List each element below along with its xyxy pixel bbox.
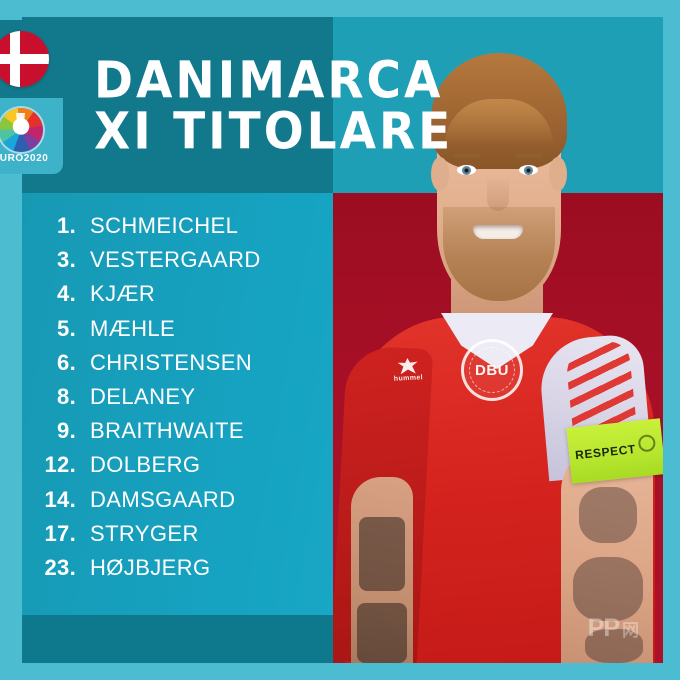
player-number: 4. (57, 281, 76, 307)
denmark-flag-icon (0, 31, 49, 87)
list-item: 23. HØJBJERG (22, 555, 322, 589)
player-number: 6. (57, 349, 76, 375)
euro-logo-tile: EURO2020 (0, 98, 63, 174)
title-subtitle: XI TITOLARE (94, 101, 454, 162)
tattoo-left-lower (357, 603, 407, 663)
tattoo-left-upper (359, 517, 405, 591)
player-number: 9. (57, 418, 76, 444)
uefa-respect-icon (637, 433, 657, 453)
player-name: DOLBERG (90, 452, 201, 478)
player-ear-left (431, 157, 449, 191)
player-portrait: hummel DBU RESPECT (333, 17, 663, 663)
list-item: 3. VESTERGAARD (22, 247, 322, 281)
flag-cross-horizontal (0, 54, 49, 64)
list-item: 4. KJÆR (22, 281, 322, 315)
player-mouth (473, 225, 523, 239)
content-board: hummel DBU RESPECT DANIMARCA XI TITOLARE… (22, 17, 663, 663)
player-name: SCHMEICHEL (90, 213, 239, 238)
title-country: DANIMARCA (94, 50, 444, 111)
squad-list: 1. SCHMEICHEL 3. VESTERGAARD 4. KJÆR 5. … (22, 213, 322, 589)
player-ear-right (549, 157, 567, 191)
player-name: HØJBJERG (90, 554, 211, 580)
hummel-logo: hummel (384, 352, 432, 388)
player-hair (431, 53, 567, 169)
armband-respect-text: RESPECT (574, 441, 637, 463)
player-name: CHRISTENSEN (90, 349, 253, 375)
player-name: BRAITHWAITE (90, 418, 244, 444)
player-photo-panel: hummel DBU RESPECT (333, 17, 663, 663)
player-number: 17. (44, 520, 76, 546)
player-eye-right (519, 165, 538, 175)
player-eye-left (457, 165, 476, 175)
player-nose (487, 177, 509, 211)
hummel-bee-icon (397, 357, 418, 374)
player-brow-right (516, 153, 542, 158)
list-item: 6. CHRISTENSEN (22, 350, 322, 384)
title-block: DANIMARCA XI TITOLARE (94, 50, 453, 159)
hummel-wordmark: hummel (393, 374, 424, 383)
list-item: 12. DOLBERG (22, 452, 322, 486)
tattoo-right-upper (579, 487, 637, 543)
dbu-crest-text: DBU (475, 361, 509, 379)
player-number: 3. (57, 247, 76, 273)
player-number: 5. (57, 315, 76, 341)
player-beard (443, 207, 555, 301)
tattoo-right-lower (585, 629, 643, 663)
player-number: 8. (57, 383, 76, 409)
list-item: 5. MÆHLE (22, 316, 322, 350)
captain-armband: RESPECT (566, 418, 663, 484)
tattoo-right-mid (573, 557, 643, 621)
player-name: VESTERGAARD (90, 247, 261, 273)
dbu-crest: DBU (461, 339, 523, 401)
player-number: 14. (44, 486, 76, 512)
list-item: 1. SCHMEICHEL (22, 213, 322, 247)
player-number: 1. (57, 213, 76, 238)
player-number: 12. (44, 452, 76, 478)
player-name: STRYGER (90, 520, 199, 546)
list-item: 8. DELANEY (22, 384, 322, 418)
euro-2020-wordmark: EURO2020 (0, 153, 49, 164)
watermark: PP 网 (588, 614, 639, 643)
player-number: 23. (44, 554, 76, 580)
list-item: 14. DAMSGAARD (22, 487, 322, 521)
flag-tile (0, 20, 63, 98)
euro-2020-trophy-icon (0, 108, 43, 152)
player-name: DELANEY (90, 383, 196, 409)
player-name: MÆHLE (90, 315, 176, 341)
badge-column: EURO2020 (0, 20, 63, 174)
list-item: 17. STRYGER (22, 521, 322, 555)
watermark-cjk-glyph: 网 (622, 621, 639, 640)
player-brow-left (454, 153, 480, 158)
flag-cross-vertical (9, 31, 20, 87)
player-name: KJÆR (90, 281, 156, 307)
list-item: 9. BRAITHWAITE (22, 418, 322, 452)
watermark-mark: PP (587, 614, 620, 642)
player-name: DAMSGAARD (90, 486, 236, 512)
